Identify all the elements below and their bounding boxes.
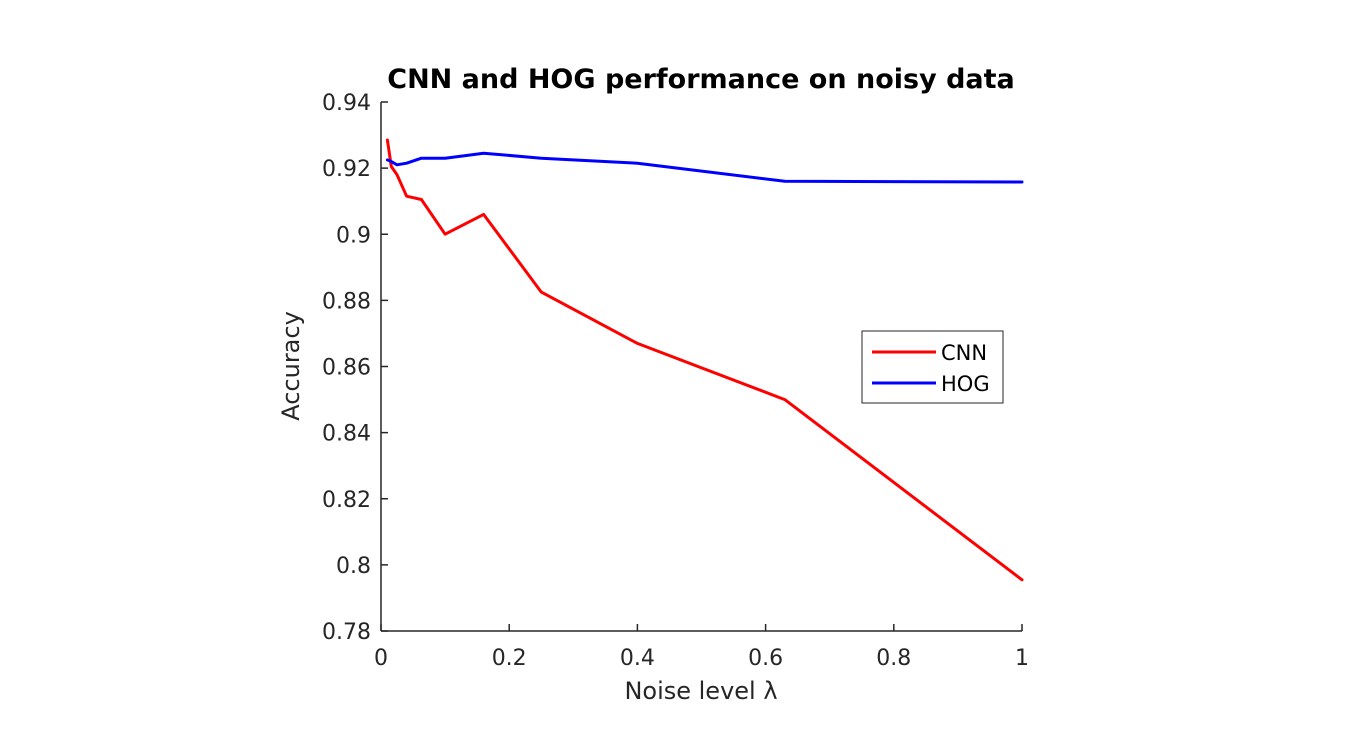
x-tick-label: 1: [1015, 646, 1029, 671]
series-layer: [385, 138, 1024, 582]
legend-label-cnn: CNN: [941, 341, 987, 365]
y-tick-label: 0.92: [322, 157, 371, 182]
legend-label-hog: HOG: [941, 372, 990, 396]
x-tick-label: 0.8: [876, 646, 911, 671]
legend-box: [861, 330, 1004, 404]
y-tick-label: 0.8: [336, 554, 371, 579]
series-line-hog: [385, 151, 1024, 184]
series-line-cnn: [385, 138, 1024, 582]
x-tick-label: 0.4: [620, 646, 655, 671]
x-tick-label: 0.2: [492, 646, 527, 671]
y-tick-label: 0.82: [322, 488, 371, 513]
y-tick-label: 0.78: [322, 620, 371, 645]
x-tick-label: 0.6: [748, 646, 783, 671]
y-tick-label: 0.86: [322, 356, 371, 381]
x-tick-label: 0: [374, 646, 388, 671]
y-tick-label: 0.94: [322, 91, 371, 116]
ticks-layer: 0 0.2 0.4 0.6 0.8 1 0.78 0.8 0.82 0.84 0.86 0.88 0.9…: [322, 91, 1029, 671]
legend: CNN HOG: [861, 330, 1004, 404]
y-tick-label: 0.9: [336, 223, 371, 248]
y-tick-label: 0.88: [322, 289, 371, 314]
y-axis-label: Accuracy: [277, 311, 305, 421]
y-tick-label: 0.84: [322, 422, 371, 447]
chart-title: CNN and HOG performance on noisy data: [387, 64, 1015, 95]
x-axis-label: Noise level λ: [624, 677, 777, 705]
